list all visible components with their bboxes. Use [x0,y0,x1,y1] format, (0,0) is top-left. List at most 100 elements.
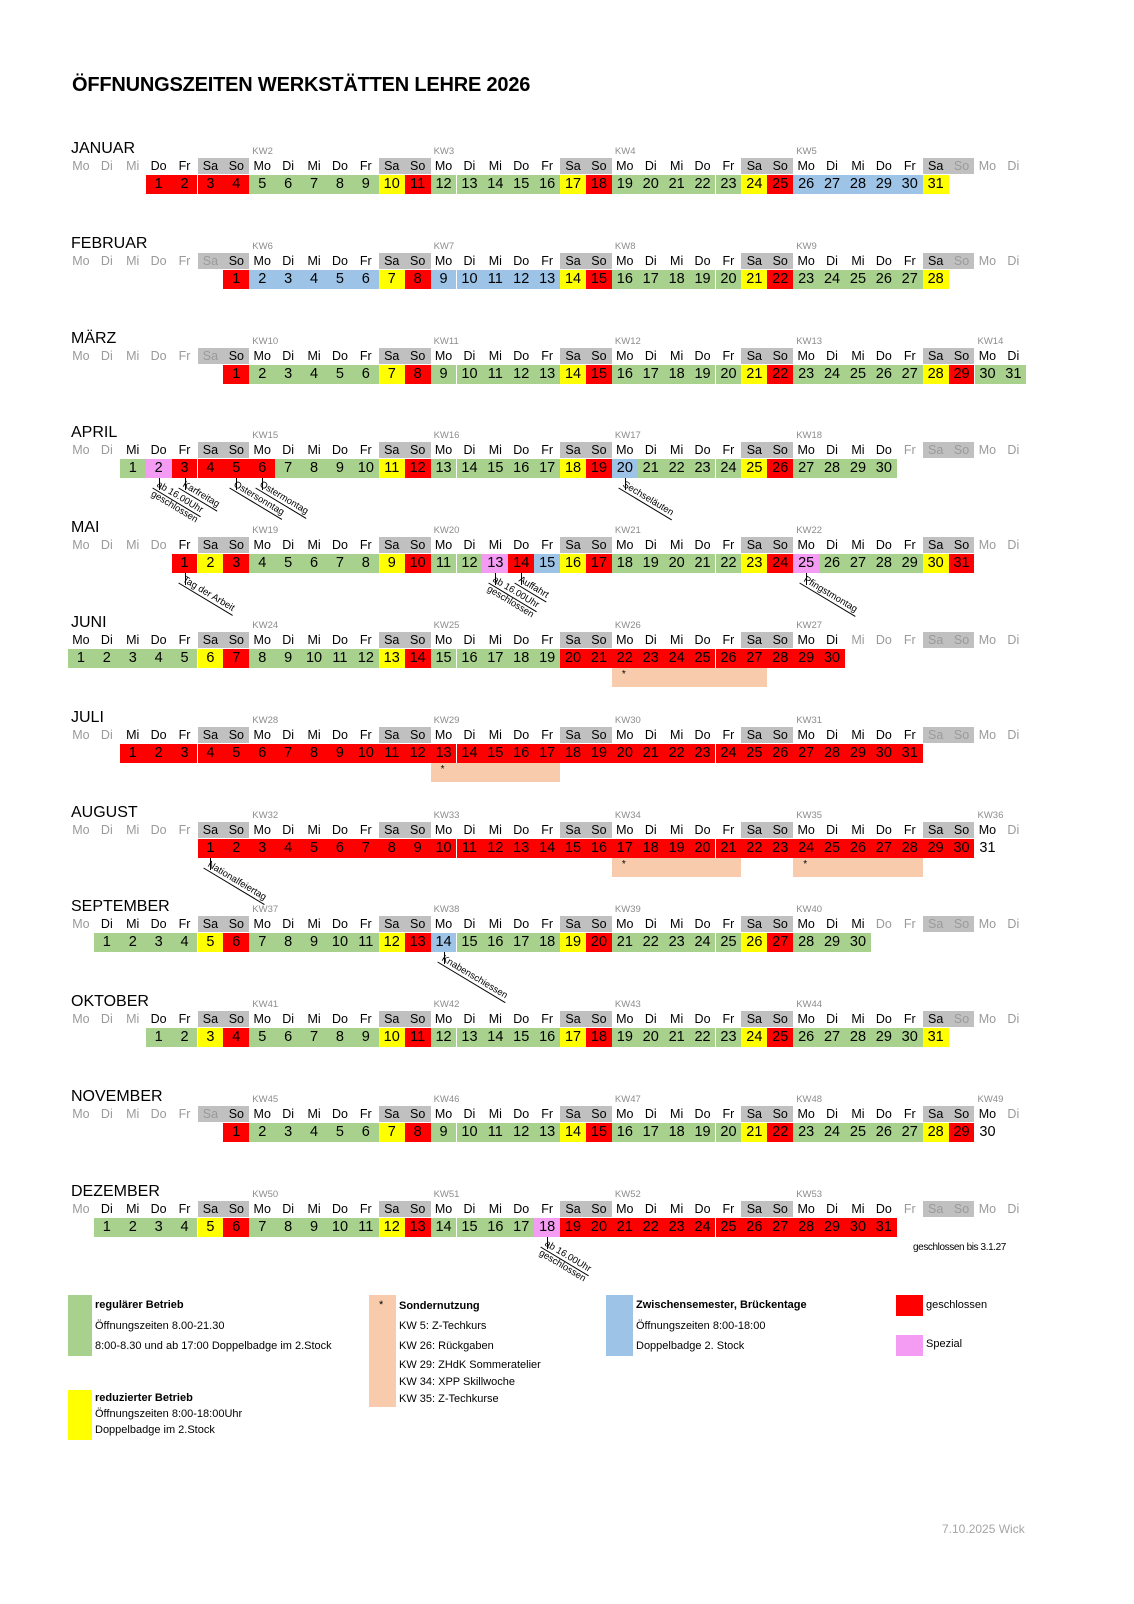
legend-special-line: KW 35: Z-Techkurse [399,1393,499,1405]
weekday-header: Sa [922,1011,949,1028]
weekday-header: Mi [670,1201,684,1216]
day-cell: 6 [275,1028,302,1048]
day-cell: 23 [715,1028,742,1048]
weekday-header: Mo [616,822,634,837]
day-cell: 22 [637,933,664,953]
day-cell: 23 [793,269,820,289]
weekday-header: Mo [616,253,634,268]
day-cell: 2 [171,175,198,194]
weekday-header: Mo [434,1012,453,1027]
weekday-header: Do [513,253,530,268]
weekday-header: Do [513,538,530,553]
weekday-header: Fr [541,1012,554,1027]
day-cell: 6 [249,459,276,479]
weekday-header: So [586,1106,612,1122]
weekday-header: Di [463,1107,476,1121]
day-cell: 16 [611,269,638,289]
weekday-header: So [767,916,794,933]
day-cell: 26 [870,269,897,289]
legend-special-line: KW 29: ZHdK Sommeratelier [399,1359,541,1371]
weekday-header: So [404,632,431,648]
weekday-header: Fr [359,443,372,458]
weekday-header: Fr [359,1201,372,1216]
legend-closed-title: geschlossen [926,1299,988,1311]
weekday-header: Sa [560,1200,586,1217]
weekday-header: So [223,821,250,838]
weekday-header: Mo [434,633,453,647]
day-cell: 25 [767,175,794,194]
day-cell: 27 [741,649,768,668]
day-cell: 19 [560,1217,586,1237]
weekday-header: Di [644,1201,657,1216]
legend-reduced-title: reduzierter Betrieb [95,1392,193,1404]
day-cell: 12 [352,649,379,668]
day-cell: 30 [948,838,975,858]
weekday-header: Di [826,538,838,553]
day-cell: 24 [715,743,742,763]
weekday-header: So [404,916,431,933]
day-cell: 1 [93,933,120,953]
weekday-header: Do [331,159,348,173]
weekday-header: Mo [797,253,815,268]
legend-regular-line: 8:00-8.30 und ab 17:00 Doppelbadge im 2.… [95,1340,332,1352]
day-cell: 5 [301,838,327,858]
weekday-header: Di [644,1012,657,1027]
weekday-header: Sa [741,821,768,838]
weekday-header: Mo [72,253,90,268]
weekday-header: Fr [903,253,916,268]
weekday-header: So [767,442,794,459]
weekday-header: So [767,252,794,269]
weekday-header: Sa [197,821,224,838]
weekday-header: Mo [616,348,634,363]
weekday-header: So [586,347,612,364]
weekday-header: Fr [903,917,916,932]
weekday-header: Mi [670,538,684,553]
day-cell: 22 [741,838,768,858]
weekday-header: Mi [488,1012,502,1027]
month-name: SEPTEMBER [71,898,170,916]
legend-special-line: KW 5: Z-Techkurs [399,1320,487,1332]
day-cell: 8 [404,1123,431,1142]
day-cell: 7 [378,364,405,384]
weekday-header: Sa [560,632,586,648]
day-cell: 20 [560,649,586,668]
day-cell: 28 [793,1217,820,1237]
calendar-week-label: KW25 [433,620,460,631]
special-use-marker: * [621,858,626,870]
day-cell: 23 [741,554,768,574]
weekday-header: Sa [560,726,586,743]
calendar-week-label: KW37 [252,904,279,916]
weekday-header: So [404,537,431,554]
weekday-header: Di [1007,253,1020,268]
weekday-header: Mo [253,538,271,553]
day-cell: 2 [119,1217,146,1237]
weekday-header: Mo [253,1107,271,1121]
day-cell: 19 [611,1028,638,1048]
weekday-header: So [948,821,975,838]
weekday-header: Mo [434,1201,453,1216]
weekday-header: Sa [922,821,949,838]
weekday-header: Di [1007,1107,1020,1121]
day-cell: 2 [223,838,250,858]
annotation-leader-line [806,573,808,586]
day-cell: 11 [482,364,509,384]
weekday-header: Mo [72,1201,90,1216]
weekday-header: Mo [797,1012,815,1027]
weekday-header: Mo [253,253,271,268]
weekday-header: Di [826,159,838,173]
weekday-header: Sa [197,916,224,933]
weekday-header: Do [513,1012,530,1027]
day-cell: 3 [249,838,276,858]
weekday-header: Fr [541,348,554,363]
weekday-header: Mo [253,1201,271,1216]
day-cell: 14 [560,364,586,384]
calendar-week-label: KW29 [433,714,460,726]
weekday-header: Di [826,1012,838,1027]
weekday-header: Di [644,1107,657,1121]
legend-swatch-special-use [369,1295,396,1407]
weekday-header: Mi [307,159,321,173]
day-cell: 26 [845,838,871,858]
day-cell: 11 [378,743,405,763]
legend-swatch-regular [68,1295,92,1356]
weekday-header: Mo [797,917,815,932]
